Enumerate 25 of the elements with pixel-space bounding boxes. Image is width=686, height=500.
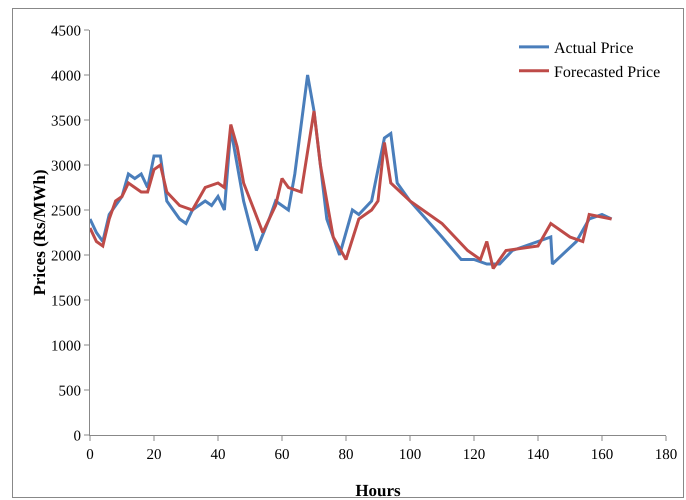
y-tick-label: 1500 xyxy=(51,293,81,310)
x-tick-label: 0 xyxy=(86,447,94,463)
x-tick-label: 100 xyxy=(398,447,422,463)
x-tick-label: 160 xyxy=(590,447,614,463)
x-tick-label: 120 xyxy=(462,447,486,463)
y-tick-label: 3500 xyxy=(51,113,81,130)
y-tick-label: 0 xyxy=(74,428,81,444)
x-tick-label: 180 xyxy=(654,447,678,463)
legend-label: Forecasted Price xyxy=(554,64,660,81)
x-tick-label: 140 xyxy=(526,447,550,463)
x-tick-label: 80 xyxy=(338,447,354,463)
y-tick-label: 2000 xyxy=(51,248,81,264)
y-tick-label: 4000 xyxy=(51,68,81,84)
y-tick-label: 500 xyxy=(58,383,81,400)
legend-label: Actual Price xyxy=(554,40,634,58)
line-series xyxy=(90,110,614,270)
x-axis-title: Hours xyxy=(355,481,402,500)
y-tick-label: 3000 xyxy=(51,158,81,174)
x-tick-label: 40 xyxy=(210,447,226,463)
x-tick-label: 20 xyxy=(146,447,162,463)
y-tick-label: 4500 xyxy=(51,23,81,40)
y-tick-label: 2500 xyxy=(51,203,81,220)
y-axis-title: Prices (Rs/MWh) xyxy=(30,169,49,296)
y-tick-label: 1000 xyxy=(51,338,81,354)
x-tick-label: 60 xyxy=(274,447,290,463)
